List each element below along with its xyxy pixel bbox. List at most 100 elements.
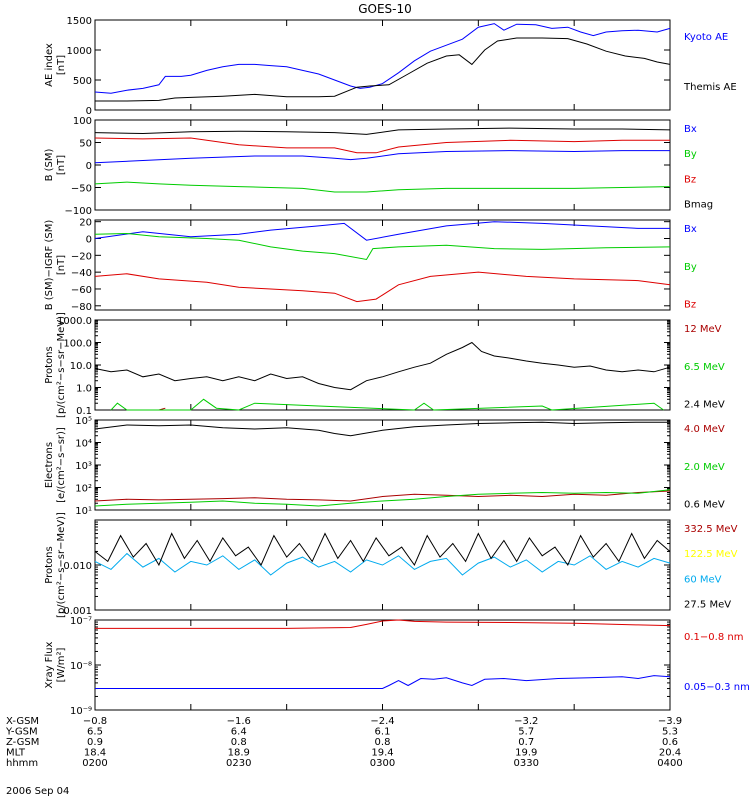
legend-label-xray-1: 0.05−0.3 nm: [684, 682, 750, 693]
series-line-protons_high-2: [94, 552, 671, 576]
legend-label-protons_high-0: 332.5 MeV: [684, 524, 738, 535]
panel-frame-b_sm: [94, 119, 671, 211]
y-tick-label-b_sm: −50: [71, 184, 92, 195]
series-line-b_sm-2: [94, 137, 670, 154]
y-tick-label-electrons: 10²: [75, 484, 92, 495]
x-row-value-1-4: 5.3: [662, 727, 678, 738]
legend-label-protons_low-1: 6.5 MeV: [684, 362, 725, 373]
series-line-b_igrf-0: [94, 221, 670, 241]
panel-frame-ae: [94, 19, 671, 111]
y-tick-label-protons_high: 0.010: [63, 561, 92, 572]
panel-frame-b_igrf: [94, 219, 671, 311]
x-row-value-0-4: −2.4: [370, 716, 394, 727]
y-tick-label-ae: 1000: [67, 46, 92, 57]
x-row-value-2-3: 0.7: [518, 737, 534, 748]
x-row-value-2-1: 0.8: [231, 737, 247, 748]
x-row-value-3-4: 20.4: [659, 748, 681, 759]
x-row-value-4-3: 0330: [514, 758, 539, 769]
x-row-value-4-0: 0200: [82, 758, 107, 769]
x-row-value-4-2: 0300: [370, 758, 395, 769]
x-row-value-0-6: −3.2: [514, 716, 538, 727]
y-tick-label-protons_low: 0.1: [76, 406, 92, 417]
panel-frame-xray: [94, 619, 671, 711]
y-axis-unit-electrons: [e/(cm²−s−sr)]: [56, 427, 67, 503]
series-line-b_sm-3: [94, 127, 671, 135]
series-line-b_sm-0: [94, 150, 670, 164]
legend-label-protons_high-2: 60 MeV: [684, 574, 722, 585]
x-row-value-1-2: 6.1: [375, 727, 391, 738]
y-tick-label-xray: 10⁻⁸: [70, 661, 92, 672]
x-row-value-2-2: 0.8: [375, 737, 391, 748]
x-row-label-2: Z-GSM: [6, 737, 39, 748]
y-axis-label-protons_high: Protons: [44, 546, 55, 583]
x-row-value-2-4: 0.6: [662, 737, 678, 748]
x-row-value-3-2: 19.4: [371, 748, 393, 759]
series-line-electrons-0: [94, 490, 671, 502]
y-tick-label-protons_high: 0.001: [63, 606, 92, 617]
legend-label-ae-0: Kyoto AE: [684, 32, 728, 43]
legend-label-ae-1: Themis AE: [683, 82, 737, 93]
x-row-value-0-8: −3.9: [658, 716, 682, 727]
y-tick-label-b_igrf: 20: [79, 218, 92, 229]
series-line-ae-0: [94, 23, 671, 94]
legend-label-b_sm-1: By: [684, 149, 697, 160]
chart-title: GOES-10: [358, 2, 412, 16]
series-line-b_igrf-1: [94, 232, 671, 261]
series-line-protons_low-1: [110, 398, 664, 411]
x-row-label-1: Y-GSM: [5, 727, 38, 738]
series-line-protons_low-2: [94, 341, 671, 391]
y-axis-unit-xray: [W/m²]: [56, 647, 67, 682]
legend-label-b_sm-3: Bmag: [684, 200, 713, 211]
legend-label-electrons-0: 4.0 MeV: [684, 424, 725, 435]
series-line-xray-1: [95, 675, 671, 689]
y-axis-label-electrons: Electrons: [44, 442, 55, 488]
legend-label-protons_low-2: 2.4 MeV: [684, 400, 725, 411]
x-row-value-1-0: 6.5: [87, 727, 103, 738]
x-row-value-0-2: −1.6: [227, 716, 251, 727]
legend-label-electrons-2: 0.6 MeV: [684, 500, 725, 511]
y-tick-label-b_igrf: 0: [86, 235, 92, 246]
legend-label-protons_high-1: 122.5 MeV: [684, 549, 738, 560]
x-row-value-3-0: 18.4: [84, 748, 106, 759]
y-axis-label-b_sm: B (SM): [44, 148, 55, 181]
y-axis-label-xray: Xray Flux: [44, 641, 55, 688]
legend-label-b_sm-2: Bz: [684, 174, 696, 185]
panel-frame-protons_low: [94, 319, 671, 411]
y-tick-label-ae: 500: [73, 76, 92, 87]
y-axis-unit-ae: [nT]: [56, 55, 67, 75]
y-tick-label-b_igrf: −80: [71, 302, 92, 313]
y-axis-unit-protons_low: [p/(cm²−s−sr−MeV)]: [56, 312, 67, 418]
y-tick-label-protons_low: 1000.0: [57, 316, 92, 327]
y-tick-label-electrons: 10³: [75, 461, 92, 472]
y-axis-label-b_igrf: B (SM)−IGRF (SM): [44, 220, 55, 311]
y-axis-unit-b_igrf: [nT]: [56, 255, 67, 275]
legend-label-b_sm-0: Bx: [684, 124, 697, 135]
legend-label-xray-0: 0.1−0.8 nm: [684, 632, 743, 643]
y-tick-label-b_igrf: −20: [71, 251, 92, 262]
x-row-value-4-1: 0230: [226, 758, 251, 769]
y-tick-label-b_sm: 50: [79, 139, 92, 150]
series-line-b_igrf-2: [94, 271, 671, 303]
y-tick-label-protons_low: 10.0: [70, 361, 92, 372]
y-tick-label-protons_low: 100.0: [63, 339, 92, 350]
legend-label-b_igrf-0: Bx: [684, 224, 697, 235]
y-tick-label-electrons: 10¹: [75, 506, 92, 517]
y-tick-label-xray: 10⁻⁷: [70, 616, 92, 627]
x-row-value-0-0: −0.8: [83, 716, 107, 727]
series-line-ae-1: [95, 37, 671, 102]
y-tick-label-b_igrf: −40: [71, 268, 92, 279]
y-axis-label-protons_low: Protons: [44, 346, 55, 383]
y-tick-label-electrons: 10⁴: [75, 439, 92, 450]
legend-label-protons_low-0: 12 MeV: [684, 324, 722, 335]
date-label: 2006 Sep 04: [6, 786, 69, 797]
x-row-label-4: hhmm: [6, 758, 38, 769]
y-tick-label-xray: 10⁻⁹: [70, 706, 92, 717]
y-tick-label-protons_low: 1.0: [76, 384, 92, 395]
y-tick-label-b_sm: 0: [86, 161, 92, 172]
x-row-value-4-4: 0400: [657, 758, 682, 769]
x-row-label-3: MLT: [6, 748, 26, 759]
series-line-xray-0: [95, 619, 671, 629]
series-line-b_sm-1: [94, 181, 671, 193]
y-axis-unit-b_sm: [nT]: [56, 155, 67, 175]
series-line-protons_high-3: [94, 532, 671, 567]
